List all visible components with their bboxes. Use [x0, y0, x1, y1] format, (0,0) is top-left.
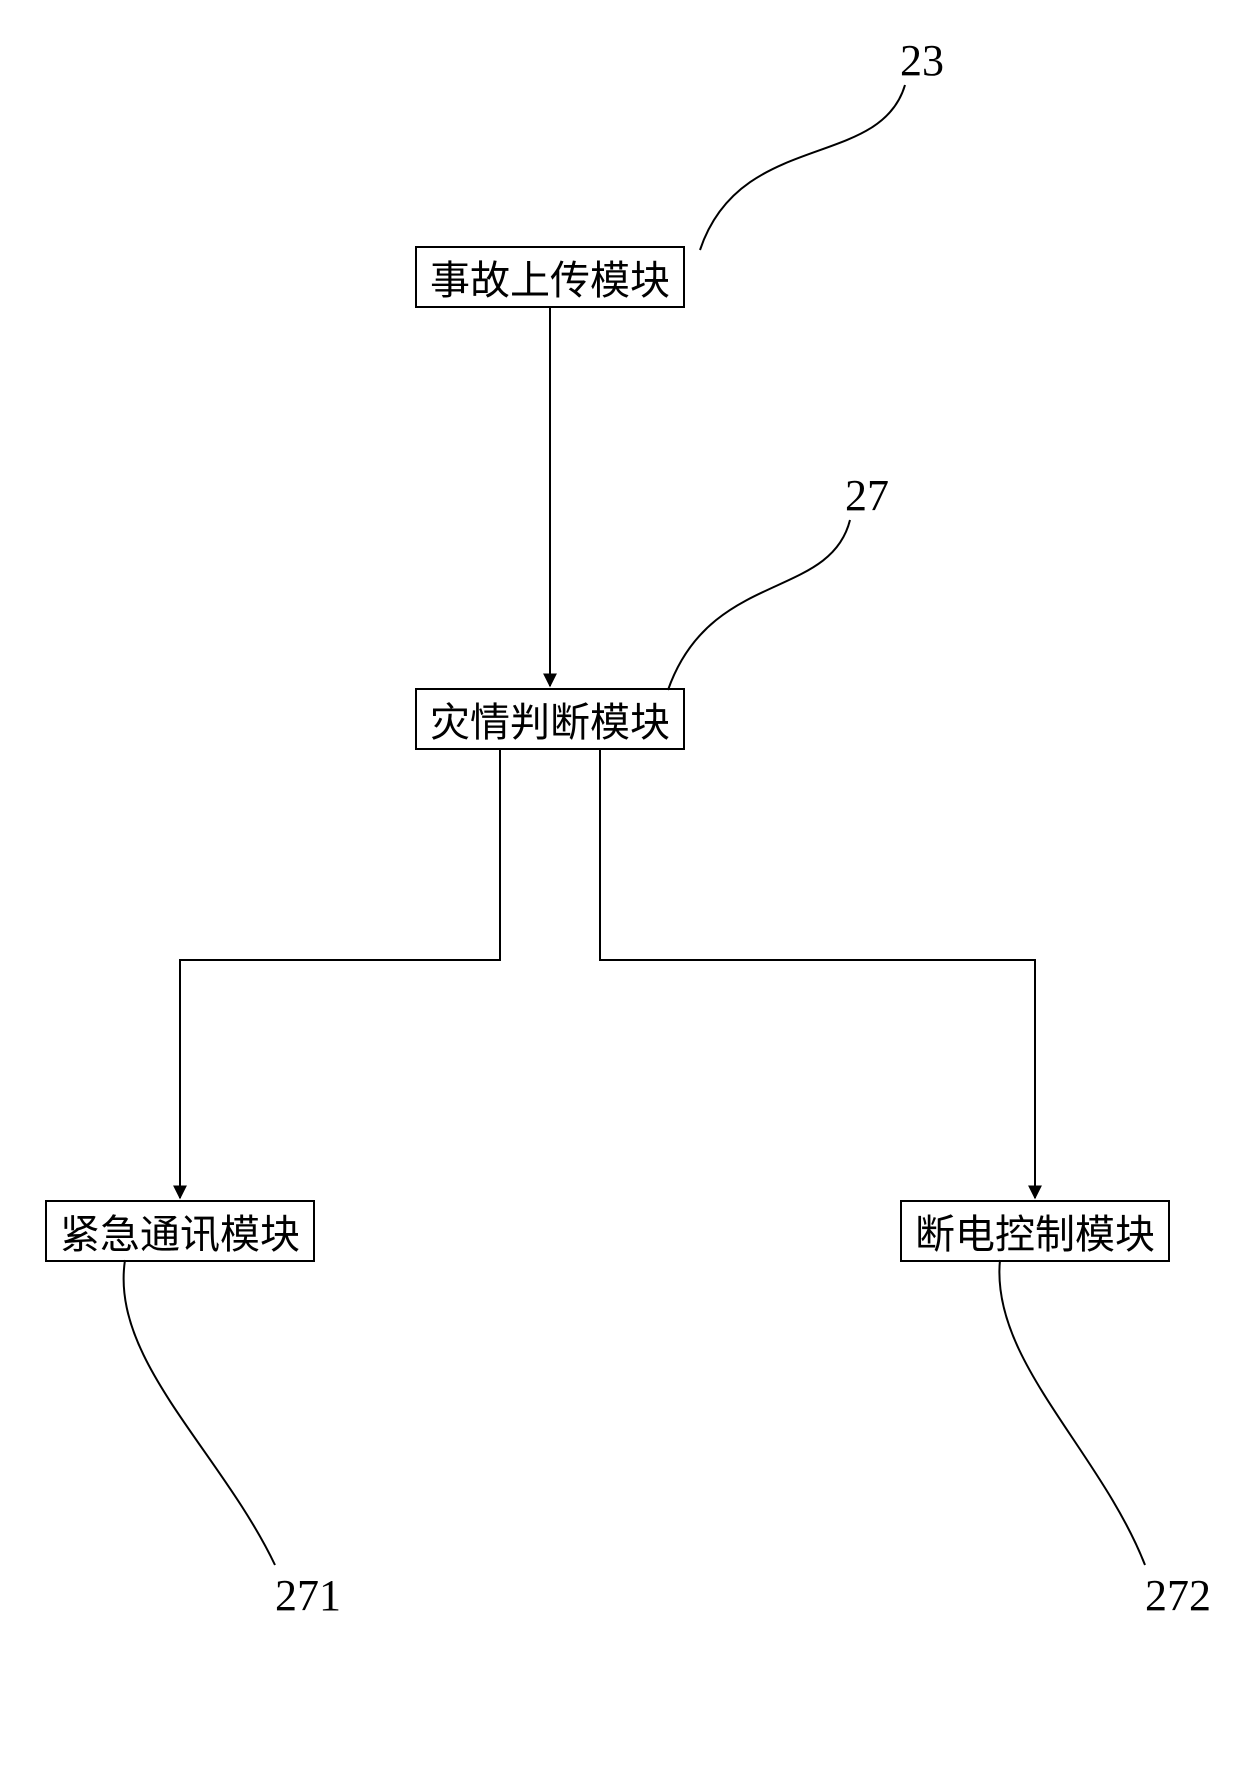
leader-271	[124, 1260, 275, 1565]
leader-272	[999, 1260, 1145, 1565]
edge-27-to-272	[600, 750, 1035, 1198]
ref-label-271: 271	[275, 1570, 341, 1621]
ref-label-272: 272	[1145, 1570, 1211, 1621]
node-emergency-comm: 紧急通讯模块	[45, 1200, 315, 1262]
node-label: 断电控制模块	[915, 1202, 1155, 1260]
node-label: 事故上传模块	[430, 248, 670, 306]
ref-label-23: 23	[900, 35, 944, 86]
edge-27-to-271	[180, 750, 500, 1198]
leader-23	[700, 85, 905, 250]
ref-label-27: 27	[845, 470, 889, 521]
leader-27	[668, 520, 850, 690]
node-disaster-judge: 灾情判断模块	[415, 688, 685, 750]
node-label: 紧急通讯模块	[60, 1202, 300, 1260]
node-label: 灾情判断模块	[430, 690, 670, 748]
node-power-off-control: 断电控制模块	[900, 1200, 1170, 1262]
node-accident-upload: 事故上传模块	[415, 246, 685, 308]
